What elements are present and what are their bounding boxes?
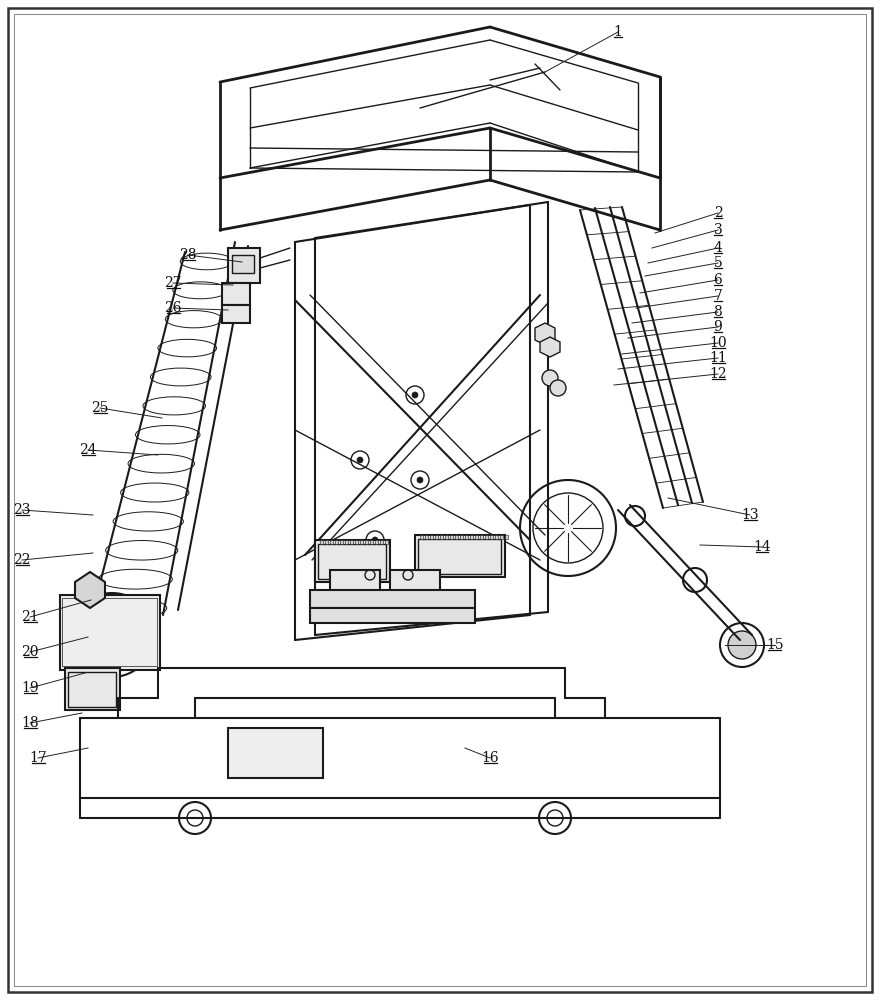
Bar <box>485 535 488 539</box>
Bar <box>360 540 363 544</box>
Text: 14: 14 <box>753 540 771 554</box>
Bar <box>355 540 358 544</box>
Bar <box>480 535 483 539</box>
Bar <box>365 540 368 544</box>
Bar <box>228 728 323 778</box>
Bar <box>228 248 260 283</box>
Bar <box>318 544 386 579</box>
Text: 12: 12 <box>709 367 727 381</box>
Polygon shape <box>75 572 105 608</box>
Text: 4: 4 <box>714 241 722 255</box>
Bar <box>455 535 458 539</box>
Text: 20: 20 <box>21 645 39 659</box>
Bar <box>65 668 120 710</box>
Bar <box>330 540 333 544</box>
Bar <box>430 535 433 539</box>
Text: 9: 9 <box>714 320 722 334</box>
Bar <box>340 540 343 544</box>
Text: 5: 5 <box>714 256 722 270</box>
Polygon shape <box>540 337 560 357</box>
Circle shape <box>412 392 418 398</box>
Bar <box>345 540 348 544</box>
Bar <box>370 540 373 544</box>
Bar <box>310 590 475 608</box>
Circle shape <box>550 380 566 396</box>
Text: 27: 27 <box>165 276 182 290</box>
Bar <box>68 672 116 707</box>
Text: 21: 21 <box>21 610 39 624</box>
Text: 7: 7 <box>714 289 722 303</box>
Bar <box>375 540 378 544</box>
Text: 19: 19 <box>21 681 39 695</box>
Text: 11: 11 <box>709 351 727 365</box>
Bar <box>450 535 453 539</box>
Text: 25: 25 <box>92 401 109 415</box>
Circle shape <box>728 631 756 659</box>
Bar <box>222 305 250 323</box>
Bar <box>390 570 440 592</box>
Text: 13: 13 <box>741 508 759 522</box>
Bar <box>505 535 508 539</box>
Bar <box>325 540 328 544</box>
Polygon shape <box>535 323 555 345</box>
Bar <box>500 535 503 539</box>
Circle shape <box>357 457 363 463</box>
Bar <box>62 598 157 666</box>
Bar <box>232 255 254 273</box>
Bar <box>222 283 250 305</box>
Text: 22: 22 <box>13 553 31 567</box>
Bar <box>418 539 501 574</box>
Text: 26: 26 <box>165 301 182 315</box>
Bar <box>445 535 448 539</box>
Bar <box>380 540 383 544</box>
Text: 10: 10 <box>709 336 727 350</box>
Bar <box>385 540 388 544</box>
Circle shape <box>417 477 423 483</box>
Bar <box>60 595 160 670</box>
Text: 15: 15 <box>766 638 784 652</box>
Bar <box>435 535 438 539</box>
Bar <box>460 535 463 539</box>
Text: 8: 8 <box>714 305 722 319</box>
Circle shape <box>372 537 378 543</box>
Bar <box>475 535 478 539</box>
Text: 16: 16 <box>481 751 499 765</box>
Text: 6: 6 <box>714 273 722 287</box>
Bar <box>490 535 493 539</box>
Bar <box>320 540 323 544</box>
Bar <box>335 540 338 544</box>
Text: 1: 1 <box>613 25 622 39</box>
Bar <box>415 535 505 577</box>
Bar <box>315 540 390 582</box>
Bar <box>440 535 443 539</box>
Bar <box>425 535 428 539</box>
Text: 18: 18 <box>21 716 39 730</box>
Bar <box>420 535 423 539</box>
Bar <box>310 608 475 623</box>
Text: 24: 24 <box>79 443 97 457</box>
Bar <box>495 535 498 539</box>
Bar <box>470 535 473 539</box>
Text: 17: 17 <box>29 751 47 765</box>
Text: 3: 3 <box>714 223 722 237</box>
Bar <box>330 570 380 592</box>
Bar <box>350 540 353 544</box>
Bar <box>465 535 468 539</box>
Circle shape <box>542 370 558 386</box>
Text: 2: 2 <box>714 206 722 220</box>
Text: 28: 28 <box>180 248 197 262</box>
Text: 23: 23 <box>13 503 31 517</box>
